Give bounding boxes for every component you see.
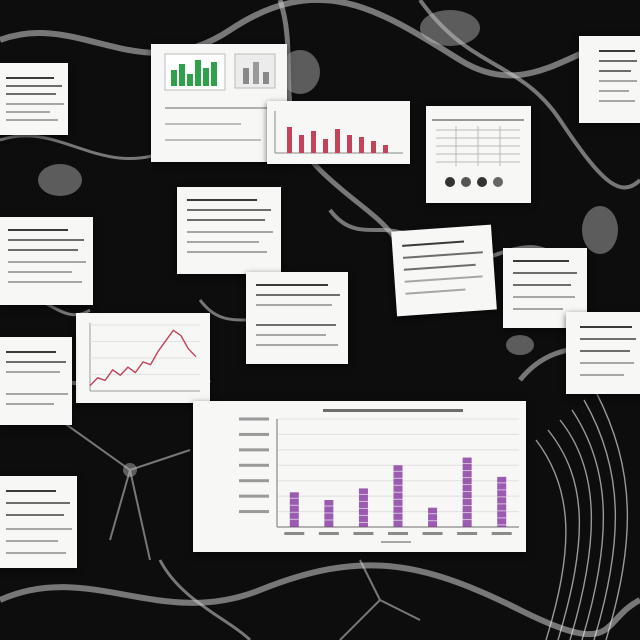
bar bbox=[289, 492, 299, 527]
paper-card-left-lower bbox=[0, 337, 72, 425]
y-tick-label bbox=[239, 417, 269, 421]
table-thumbnail bbox=[432, 119, 524, 187]
line-series bbox=[89, 329, 197, 387]
paper-card-red-bars bbox=[267, 101, 410, 164]
paper-card-line-chart bbox=[76, 313, 210, 403]
bar bbox=[393, 465, 403, 527]
x-tick-label bbox=[353, 532, 374, 535]
red-bar-thumbnail bbox=[274, 111, 403, 154]
paper-card-tilted bbox=[391, 224, 497, 317]
bar bbox=[497, 476, 507, 527]
x-tick-label bbox=[284, 532, 305, 535]
paper-card-top-right bbox=[579, 36, 640, 123]
y-tick-label bbox=[239, 448, 269, 452]
bar bbox=[462, 457, 472, 527]
x-tick-label bbox=[388, 532, 408, 535]
paper-card-right-lower bbox=[566, 312, 640, 394]
y-tick-label bbox=[239, 479, 269, 483]
line-chart bbox=[89, 323, 200, 392]
x-tick-label bbox=[491, 532, 512, 535]
paper-card-middle bbox=[246, 272, 348, 364]
y-tick-label bbox=[239, 463, 269, 467]
paper-card-center-text bbox=[177, 187, 281, 274]
y-tick-label bbox=[239, 432, 269, 436]
bar bbox=[428, 507, 438, 527]
x-tick-label bbox=[457, 532, 478, 535]
paper-card-top-left bbox=[0, 63, 68, 135]
y-tick-label bbox=[239, 494, 269, 498]
x-tick-label bbox=[318, 532, 339, 535]
x-tick-label bbox=[422, 532, 443, 535]
paper-card-bottom-left bbox=[0, 476, 77, 568]
bar-chart bbox=[239, 417, 519, 535]
y-tick-label bbox=[239, 510, 269, 514]
paper-card-left-middle bbox=[0, 217, 93, 305]
paper-card-main-chart bbox=[193, 401, 526, 552]
green-bar-thumbnail bbox=[164, 53, 276, 141]
paper-card-green-chart bbox=[151, 44, 287, 162]
paper-card-table bbox=[426, 106, 531, 203]
bar bbox=[358, 488, 368, 527]
